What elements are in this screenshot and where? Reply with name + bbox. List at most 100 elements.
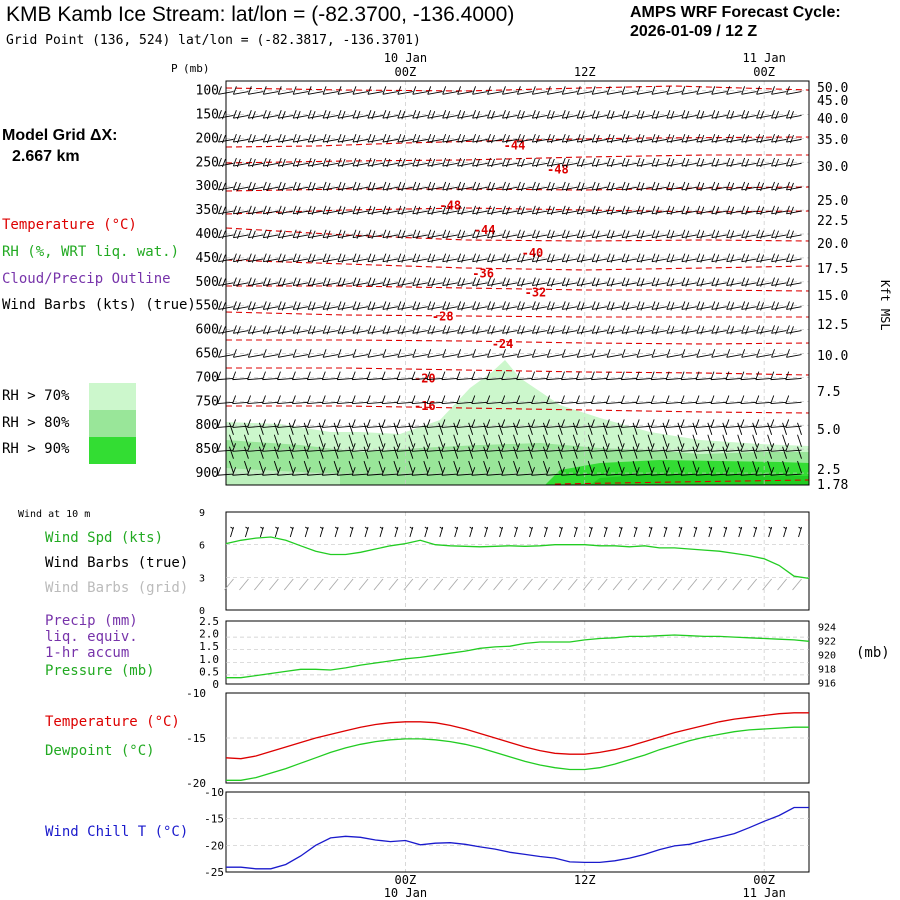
wind-barb [636,229,653,239]
wind-barb [277,301,294,311]
wind-barb-surface [557,460,563,474]
wind-barb [397,86,413,95]
pressure-tick-label: 300 [196,179,219,194]
wind-barb-surface [528,446,533,459]
wind-barb-surface [393,422,399,435]
legend-rh80-swatch [89,410,136,437]
surface-wind-barb-true-flag [439,526,444,530]
kft-tick-label: 40.0 [817,112,848,127]
wind-barb [620,395,638,404]
wind-barb [306,419,324,428]
wind-barb-surface [707,460,713,474]
wind-barb-surface [258,460,264,474]
wind-barb [606,205,623,215]
wind-barb [770,467,787,476]
surface-wind-barb-grid [657,578,668,591]
wind-barb [411,419,428,428]
wind-barb [531,157,548,168]
surface-wind-barb-grid [567,578,578,591]
wind-barb [771,86,787,95]
wind-barb [502,229,518,239]
wind-barb [636,349,653,358]
pressure-tick-label: 100 [196,84,219,99]
wind-barb [516,205,533,215]
wind-barb-surface [707,434,713,447]
wind-barb-surface [303,446,309,459]
wind-barb-surface [782,422,788,435]
wind-barb [412,253,428,263]
wind-barb [262,395,279,404]
wind-barb [307,86,324,95]
wind-barb-surface [348,434,354,447]
wind-barb [381,467,398,476]
wind-barb [756,253,772,263]
wind-barb-surface [737,460,743,474]
temperature-tick: -15 [186,732,206,745]
wind-barb [546,181,563,192]
wind-barb [636,110,653,120]
surface-wind-barb-true-flag [245,526,249,530]
wind-barb [396,419,413,428]
wind-barb [441,467,458,476]
wind-barb [591,349,608,358]
wind-barb [666,110,683,120]
wind-barb [711,349,727,358]
wind-speed-tick: 3 [199,573,205,584]
wind-barb-surface [797,460,802,474]
surface-wind-barb-true-flag [588,526,593,530]
legend-dewpoint: Dewpoint (°C) [45,743,155,759]
wind-barb-surface [528,434,533,447]
surface-wind-barb-true-flag [798,526,802,530]
wind-barb [725,395,742,404]
wind-barb [277,86,294,95]
surface-wind-barb-true-flag [454,526,458,530]
wind-barb [726,325,742,335]
wind-barb [336,467,354,476]
wind-barb [726,86,742,95]
wind-chill-frame [225,791,810,873]
cross-section-frame [225,80,810,486]
surface-wind-barb-true-flag [708,526,713,530]
wind-barb [606,229,623,239]
wind-barb [367,110,384,120]
surface-wind-barb-true-flag [693,526,698,530]
wind-barb-surface [722,422,728,435]
wind-barb-surface [318,446,324,459]
wind-barb [531,253,548,263]
wind-barb-surface [333,446,339,459]
wind-barb [352,133,369,144]
wind-barb-surface [483,446,489,459]
wind-barb [427,301,443,311]
wind-barb [516,229,533,239]
wind-barb [756,110,772,120]
wind-barb [501,371,518,381]
wind-barb [771,349,787,358]
wind-barb [741,325,757,335]
wind-barb-surface [587,434,593,447]
wind-barb [322,229,339,239]
wind-barb [336,371,354,381]
wind-barb-surface [587,460,593,474]
wind-barb-surface [318,422,324,435]
wind-barb [516,133,533,144]
wind-barb-surface [393,460,399,474]
wind-barb-surface [617,434,623,447]
wind-barb-surface [737,434,743,447]
wind-barb [591,110,608,120]
wind-barb-surface [348,460,354,474]
wind-barb [382,133,398,144]
kft-tick-label: 12.5 [817,318,848,333]
wind-barb [367,157,384,168]
surface-wind-barb-true-flag [603,526,608,530]
pressure-tick-label: 150 [196,107,219,122]
pressure-frame [225,620,810,685]
wind-speed-tick: 6 [199,541,205,552]
wind-barb [427,349,443,358]
wind-barb [337,157,354,168]
wind-barb [457,205,473,215]
wind-barb [561,277,578,287]
kft-tick-label: 5.0 [817,423,840,438]
wind-barb [710,371,727,381]
temperature-contour [225,136,810,148]
surface-wind-barb-true-flag [633,526,638,530]
